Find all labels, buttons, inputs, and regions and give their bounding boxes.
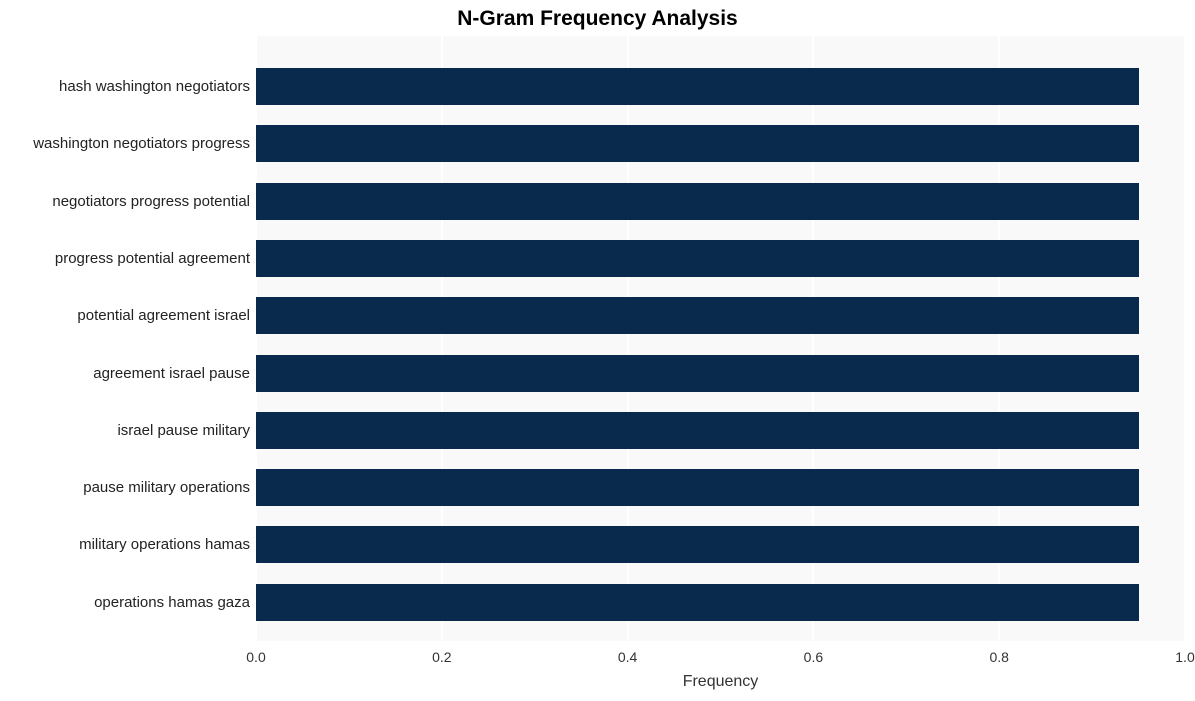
x-tick-label: 1.0 bbox=[1175, 649, 1194, 665]
x-tick-label: 0.2 bbox=[432, 649, 451, 665]
x-axis-ticks: 0.00.20.40.60.81.0 bbox=[256, 641, 1185, 671]
x-tick-label: 0.6 bbox=[804, 649, 823, 665]
bar bbox=[256, 584, 1139, 621]
y-axis-label: pause military operations bbox=[83, 479, 250, 496]
y-axis-label: agreement israel pause bbox=[93, 365, 250, 382]
y-axis-label: progress potential agreement bbox=[55, 250, 250, 267]
x-tick-label: 0.0 bbox=[246, 649, 265, 665]
y-axis-label: negotiators progress potential bbox=[52, 193, 250, 210]
bar bbox=[256, 125, 1139, 162]
y-axis-label: israel pause military bbox=[117, 422, 250, 439]
y-axis-label: washington negotiators progress bbox=[33, 135, 250, 152]
plot-area bbox=[256, 36, 1185, 641]
bar bbox=[256, 355, 1139, 392]
bar bbox=[256, 526, 1139, 563]
y-axis-labels: hash washington negotiators washington ne… bbox=[0, 36, 250, 641]
bar bbox=[256, 240, 1139, 277]
x-tick-label: 0.8 bbox=[989, 649, 1008, 665]
y-axis-label: military operations hamas bbox=[79, 536, 250, 553]
bars bbox=[256, 36, 1185, 641]
ngram-chart: N-Gram Frequency Analysis hash washingto… bbox=[0, 0, 1195, 701]
x-tick-label: 0.4 bbox=[618, 649, 637, 665]
y-axis-label: potential agreement israel bbox=[77, 307, 250, 324]
chart-title: N-Gram Frequency Analysis bbox=[0, 7, 1195, 31]
x-axis-label: Frequency bbox=[256, 673, 1185, 691]
bar bbox=[256, 183, 1139, 220]
y-axis-label: operations hamas gaza bbox=[94, 594, 250, 611]
bar bbox=[256, 297, 1139, 334]
y-axis-label: hash washington negotiators bbox=[59, 78, 250, 95]
bar bbox=[256, 68, 1139, 105]
bar bbox=[256, 412, 1139, 449]
bar bbox=[256, 469, 1139, 506]
